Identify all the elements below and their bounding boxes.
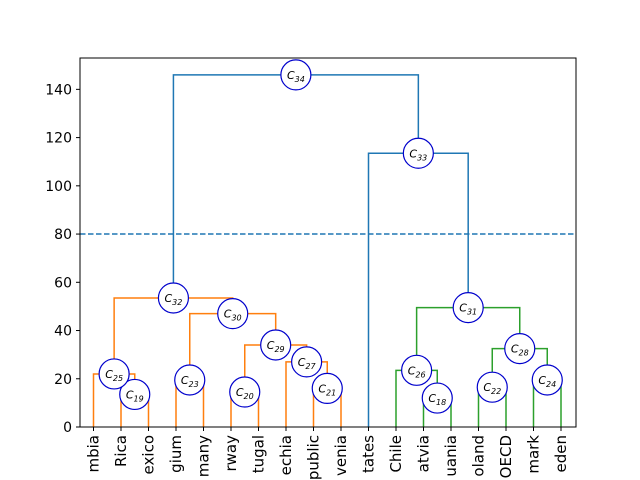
leaf-label: eden: [552, 435, 570, 473]
node-circle-C25: [98, 358, 130, 390]
y-tick-label: 80: [54, 227, 72, 243]
leaf-label: Chile: [387, 435, 405, 473]
y-tick-label: 0: [63, 420, 72, 436]
y-tick-label: 100: [45, 179, 72, 195]
leaf-label: many: [195, 435, 213, 477]
y-tick-label: 40: [54, 324, 72, 340]
leaf-label: tates: [360, 435, 378, 473]
node-circle-C18: [421, 382, 453, 414]
leaf-label: echia: [277, 435, 295, 475]
leaf-label: rway: [222, 435, 240, 472]
link-C34: [172, 74, 420, 298]
y-tick-label: 140: [45, 82, 72, 98]
node-circle-C34: [280, 59, 312, 91]
node-circle-C21: [311, 372, 343, 405]
x-axis: mbia Rica exico gium many rway tugal echia publi…: [85, 427, 570, 480]
node-circle-C28: [504, 333, 536, 365]
node-circle-C31: [452, 292, 484, 324]
node-circle-C30: [217, 298, 249, 330]
node-circle-C27: [291, 346, 323, 378]
leaf-label: venia: [332, 435, 350, 476]
node-circle-C22: [476, 371, 508, 403]
leaf-label: uania: [442, 435, 460, 477]
node-circle-C19: [119, 378, 151, 411]
y-tick-label: 120: [45, 131, 72, 147]
node-circle-C20: [229, 376, 261, 408]
node-circle-C24: [531, 364, 563, 396]
y-tick-label: 20: [54, 372, 72, 388]
leaf-label: oland: [470, 435, 488, 477]
leaf-label: mark: [525, 435, 543, 474]
node-circle-C33: [402, 137, 434, 169]
leaf-label: gium: [167, 435, 185, 473]
node-circle-C32: [157, 282, 190, 314]
node-circle-C23: [174, 364, 206, 396]
node-circle-C29: [260, 329, 292, 361]
leaf-label: Rica: [112, 435, 130, 467]
leaf-label: tugal: [250, 435, 268, 473]
leaf-label: OECD: [497, 435, 515, 478]
plot-frame: [79, 57, 577, 428]
leaf-label: atvia: [415, 435, 433, 472]
leaf-label: exico: [140, 435, 158, 474]
leaf-label: mbia: [85, 435, 103, 473]
y-tick-label: 60: [54, 275, 72, 291]
link-C33: [367, 152, 469, 427]
y-axis: 0 20 40 60 80 100 120 140: [45, 82, 80, 436]
node-circle-C26: [401, 354, 433, 386]
leaf-label: public: [305, 435, 323, 480]
